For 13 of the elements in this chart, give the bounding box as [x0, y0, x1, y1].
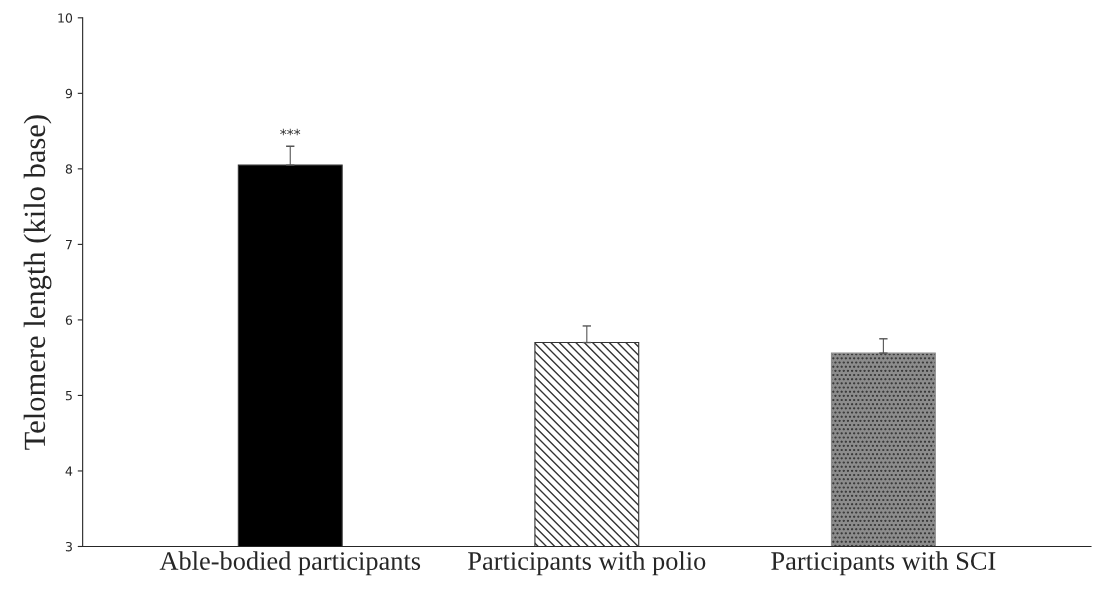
y-tick-label: 3 [65, 541, 72, 552]
y-tick-label: 6 [65, 315, 73, 325]
x-tick-label: Able-bodied participants [159, 551, 421, 576]
y-tick-label: 5 [65, 391, 72, 401]
x-tick-label: Participants with SCI [771, 551, 996, 576]
y-tick-label: 4 [65, 466, 73, 476]
annotation: *** [280, 128, 301, 136]
y-tick-label: 7 [66, 240, 72, 250]
y-tick-label: 10 [58, 13, 73, 23]
y-tick-label: 9 [65, 88, 73, 99]
x-tick-label: Participants with polio [468, 551, 706, 576]
y-tick-label: 8 [65, 164, 73, 174]
y-axis-title: Telomere length (kilo base) [23, 115, 52, 450]
